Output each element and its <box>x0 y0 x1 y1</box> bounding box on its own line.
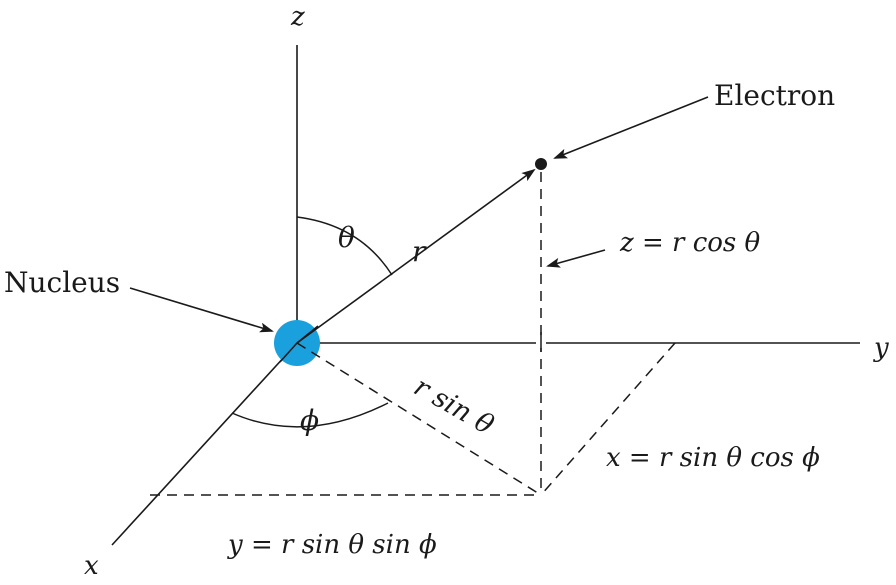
electron-dot <box>535 158 547 170</box>
electron-label: Electron <box>714 79 835 112</box>
x-equation: x = r sin θ cos ϕ <box>606 443 820 473</box>
x-axis-label: x <box>84 551 99 581</box>
phi-label: ϕ <box>300 404 319 437</box>
r-vector <box>296 168 536 344</box>
z-equation: z = r cos θ <box>619 228 761 258</box>
r-label: r <box>412 235 427 268</box>
electron-pointer-arrow <box>553 96 709 159</box>
theta-label: θ <box>338 221 355 254</box>
r-sin-theta-projection <box>296 342 542 496</box>
z-axis-label: z <box>290 2 305 32</box>
nucleus-label: Nucleus <box>4 266 120 299</box>
x-axis <box>111 342 298 546</box>
y-axis-label: y <box>873 333 889 363</box>
nucleus-pointer-arrow <box>129 287 274 333</box>
theta-arc <box>296 216 393 276</box>
phi-arc <box>231 402 389 428</box>
z-equation-pointer-arrow <box>546 249 606 268</box>
y-equation: y = r sin θ sin ϕ <box>227 530 437 560</box>
x-axis-overlay <box>279 342 298 363</box>
r-sin-theta-label: r sin θ <box>409 371 499 441</box>
